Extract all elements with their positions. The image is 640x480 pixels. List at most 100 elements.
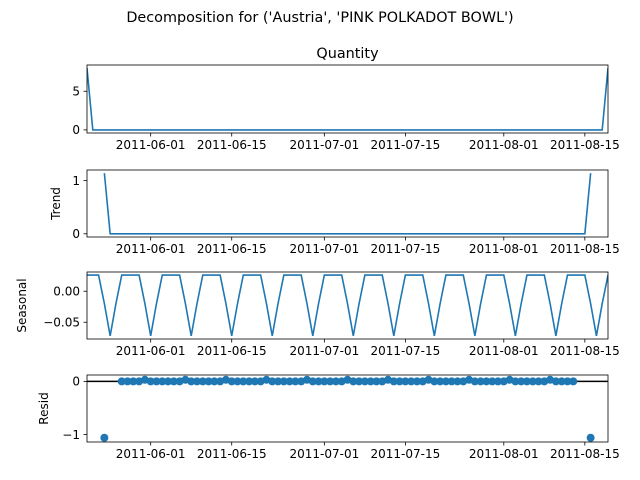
resid-point	[117, 377, 126, 386]
resid-point	[441, 377, 450, 386]
resid-point	[274, 377, 283, 386]
resid-axes-frame	[86, 374, 609, 443]
trend-axes-frame	[86, 169, 609, 238]
resid-point	[534, 377, 543, 386]
resid-point	[372, 377, 381, 386]
trend-series-line	[103, 173, 592, 235]
resid-point	[245, 377, 254, 386]
resid-point	[227, 377, 236, 386]
resid-point	[401, 377, 410, 386]
resid-point	[239, 377, 248, 386]
quantity-x-tick-label: 2011-06-01	[116, 138, 186, 152]
trend-x-tick-label: 2011-08-01	[469, 242, 539, 256]
resid-point	[123, 377, 132, 386]
resid-point	[453, 377, 462, 386]
resid-point	[285, 377, 294, 386]
seasonal-y-label: Seasonal	[15, 278, 29, 332]
resid-panel: 2011-06-01 2011-06-15 2011-07-01 2011-07-15…	[37, 374, 620, 461]
quantity-x-tick-label: 2011-07-15	[371, 138, 441, 152]
resid-point	[476, 377, 485, 386]
resid-point	[233, 377, 242, 386]
resid-point	[192, 377, 201, 386]
resid-point	[412, 377, 421, 386]
figure-suptitle: Decomposition for ('Austria', 'PINK POLK…	[126, 10, 513, 26]
resid-x-tick-label: 2011-07-01	[289, 447, 359, 461]
resid-y-tick-label: 0	[72, 375, 80, 389]
resid-outlier-point	[586, 433, 595, 442]
resid-point	[164, 377, 173, 386]
quantity-series-line	[87, 68, 608, 131]
resid-point	[169, 377, 178, 386]
trend-x-tick-label: 2011-08-15	[550, 242, 620, 256]
resid-point	[268, 377, 277, 386]
quantity-x-tick-label: 2011-06-15	[197, 138, 267, 152]
quantity-title: Quantity	[316, 46, 379, 62]
seasonal-plot-area	[87, 274, 608, 337]
resid-point	[557, 377, 566, 386]
resid-point	[187, 377, 196, 386]
panels: 2011-06-01 2011-06-15 2011-07-01 2011-07-15…	[15, 46, 620, 461]
trend-y-tick-label: 0	[72, 227, 80, 241]
resid-x-tick-label: 2011-06-01	[116, 447, 186, 461]
trend-y-tick-label: 1	[72, 174, 80, 188]
quantity-x-tick-label: 2011-08-01	[469, 138, 539, 152]
resid-point	[389, 377, 398, 386]
resid-point	[152, 377, 161, 386]
resid-point	[517, 377, 526, 386]
seasonal-x-tick-label: 2011-07-15	[371, 344, 441, 358]
resid-point	[320, 377, 329, 386]
trend-plot-area	[103, 173, 592, 235]
seasonal-series-line	[87, 274, 608, 337]
trend-x-tick-label: 2011-07-01	[289, 242, 359, 256]
seasonal-x-tick-label: 2011-08-15	[550, 344, 620, 358]
resid-point	[488, 377, 497, 386]
trend-panel: 2011-06-01 2011-06-15 2011-07-01 2011-07-15…	[49, 169, 620, 256]
resid-point	[551, 377, 560, 386]
resid-point	[331, 377, 340, 386]
resid-point	[407, 377, 416, 386]
resid-plot-area	[87, 375, 608, 442]
quantity-plot-area	[87, 68, 608, 131]
trend-x-tick-label: 2011-07-15	[371, 242, 441, 256]
resid-point	[436, 377, 445, 386]
trend-x-tick-label: 2011-06-01	[116, 242, 186, 256]
resid-point	[129, 377, 138, 386]
resid-point	[395, 377, 404, 386]
resid-point	[366, 377, 375, 386]
seasonal-axes-frame	[86, 271, 609, 340]
resid-point	[291, 377, 300, 386]
resid-point	[204, 377, 213, 386]
resid-point	[470, 377, 479, 386]
resid-x-tick-label: 2011-08-01	[469, 447, 539, 461]
resid-point	[482, 377, 491, 386]
quantity-x-tick-label: 2011-07-01	[289, 138, 359, 152]
resid-point	[522, 377, 531, 386]
quantity-x-tick-label: 2011-08-15	[550, 138, 620, 152]
resid-point	[198, 377, 207, 386]
resid-x-tick-label: 2011-08-15	[550, 447, 620, 461]
seasonal-x-tick-label: 2011-06-15	[197, 344, 267, 358]
resid-point	[279, 377, 288, 386]
resid-point	[314, 377, 323, 386]
quantity-y-tick-label: 5	[72, 85, 80, 99]
seasonal-y-tick-label: 0.00	[53, 285, 80, 299]
resid-x-tick-label: 2011-06-15	[197, 447, 267, 461]
resid-point	[158, 377, 167, 386]
seasonal-x-tick-label: 2011-07-01	[289, 344, 359, 358]
resid-point	[569, 377, 578, 386]
seasonal-x-tick-label: 2011-08-01	[469, 344, 539, 358]
quantity-y-tick-label: 0	[72, 123, 80, 137]
resid-point	[430, 377, 439, 386]
resid-y-tick-label: −1	[62, 428, 80, 442]
resid-point	[563, 377, 572, 386]
resid-point	[210, 377, 219, 386]
resid-point	[528, 377, 537, 386]
resid-x-tick-label: 2011-07-15	[371, 447, 441, 461]
resid-point	[511, 377, 520, 386]
quantity-panel: 2011-06-01 2011-06-15 2011-07-01 2011-07-15…	[72, 46, 619, 152]
seasonal-panel: 2011-06-01 2011-06-15 2011-07-01 2011-07-15…	[15, 271, 620, 358]
quantity-axes-frame	[86, 64, 609, 134]
seasonal-y-tick-label: −0.05	[43, 316, 80, 330]
resid-point	[355, 377, 364, 386]
resid-point	[250, 377, 259, 386]
